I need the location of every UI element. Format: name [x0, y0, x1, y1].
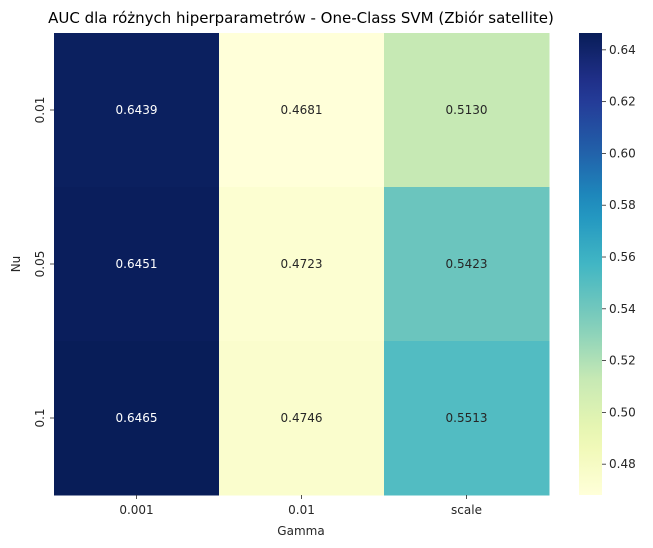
y-tick-label: 0.1 — [33, 408, 47, 427]
colorbar-tick-label: 0.52 — [609, 354, 636, 368]
y-axis-ticks: 0.01 0.05 0.1 — [33, 97, 54, 428]
heatmap-cell — [219, 33, 385, 188]
cell-value-label: 0.4746 — [281, 411, 323, 425]
colorbar-tick-label: 0.50 — [609, 405, 636, 419]
heatmap-cell — [54, 187, 220, 342]
colorbar-tick-label: 0.54 — [609, 302, 636, 316]
cell-value-label: 0.6465 — [116, 411, 158, 425]
cell-value-label: 0.4681 — [281, 103, 323, 117]
colorbar-tick-label: 0.64 — [609, 43, 636, 57]
heatmap-cell — [384, 33, 550, 188]
colorbar-tick-label: 0.58 — [609, 198, 636, 212]
cell-value-label: 0.5423 — [446, 257, 488, 271]
heatmap-cell — [54, 33, 220, 188]
y-tick-label: 0.05 — [33, 251, 47, 278]
cell-value-label: 0.6451 — [116, 257, 158, 271]
x-tick-label: 0.001 — [119, 503, 153, 517]
cell-value-label: 0.6439 — [116, 103, 158, 117]
heatmap-cells: 0.6439 0.4681 0.5130 0.6451 0.4723 0.5423 0.64… — [54, 33, 550, 496]
heatmap-cell — [219, 187, 385, 342]
x-tick-label: scale — [451, 503, 482, 517]
x-tick-label: 0.01 — [288, 503, 315, 517]
colorbar: 0.48 0.50 0.52 0.54 0.56 0.58 0.60 0.62 0.64 — [579, 33, 636, 495]
y-axis-label: Nu — [9, 256, 23, 273]
cell-value-label: 0.5130 — [446, 103, 488, 117]
colorbar-tick-label: 0.60 — [609, 146, 636, 160]
cell-value-label: 0.4723 — [281, 257, 323, 271]
y-tick-label: 0.01 — [33, 97, 47, 124]
heatmap-cell — [54, 341, 220, 496]
heatmap-cell — [384, 187, 550, 342]
heatmap-cell — [384, 341, 550, 496]
cell-value-label: 0.5513 — [446, 411, 488, 425]
colorbar-tick-label: 0.56 — [609, 250, 636, 264]
colorbar-tick-label: 0.62 — [609, 95, 636, 109]
colorbar-tick-label: 0.48 — [609, 457, 636, 471]
chart-title: AUC dla różnych hiperparametrów - One-Cl… — [48, 9, 554, 27]
colorbar-gradient — [579, 33, 602, 495]
heatmap-cell — [219, 341, 385, 496]
x-axis-ticks: 0.001 0.01 scale — [119, 495, 482, 517]
x-axis-label: Gamma — [277, 524, 324, 538]
